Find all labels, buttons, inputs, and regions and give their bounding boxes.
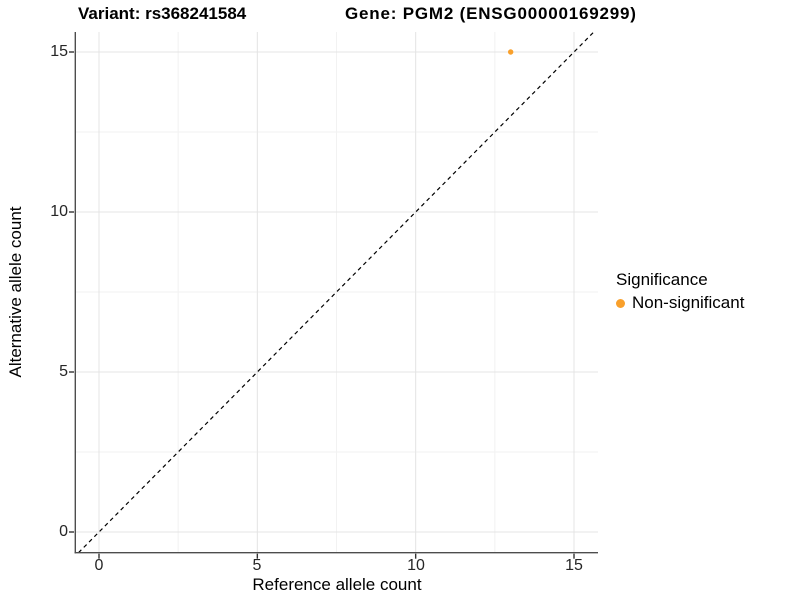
legend-entry-non-significant: Non-significant	[616, 293, 744, 313]
tick-marks	[69, 51, 575, 559]
y-tick-label-0: 0	[59, 523, 68, 540]
minor-gridlines	[76, 32, 598, 553]
legend-point-icon	[616, 298, 625, 308]
legend: Significance Non-significant	[616, 270, 744, 313]
scatter-point	[507, 49, 514, 55]
y-tick-label-5: 5	[59, 363, 68, 380]
identity-line	[78, 31, 595, 554]
x-tick-label-15: 15	[565, 557, 583, 574]
x-tick-label-0: 0	[94, 557, 104, 574]
y-tick-label-10: 10	[50, 203, 68, 220]
y-tick-label-15: 15	[50, 43, 68, 60]
plot-title-gene: Gene: PGM2 (ENSG00000169299)	[345, 4, 637, 23]
legend-title: Significance	[616, 270, 708, 289]
plot-title-variant: Variant: rs368241584	[78, 4, 247, 23]
legend-entry-label: Non-significant	[632, 293, 745, 312]
y-axis-title: Alternative allele count	[6, 206, 25, 378]
data-points	[507, 49, 514, 55]
x-tick-label-5: 5	[252, 557, 262, 574]
x-tick-label-10: 10	[407, 557, 425, 574]
axis-lines	[74, 32, 598, 554]
x-axis-title: Reference allele count	[252, 575, 422, 594]
